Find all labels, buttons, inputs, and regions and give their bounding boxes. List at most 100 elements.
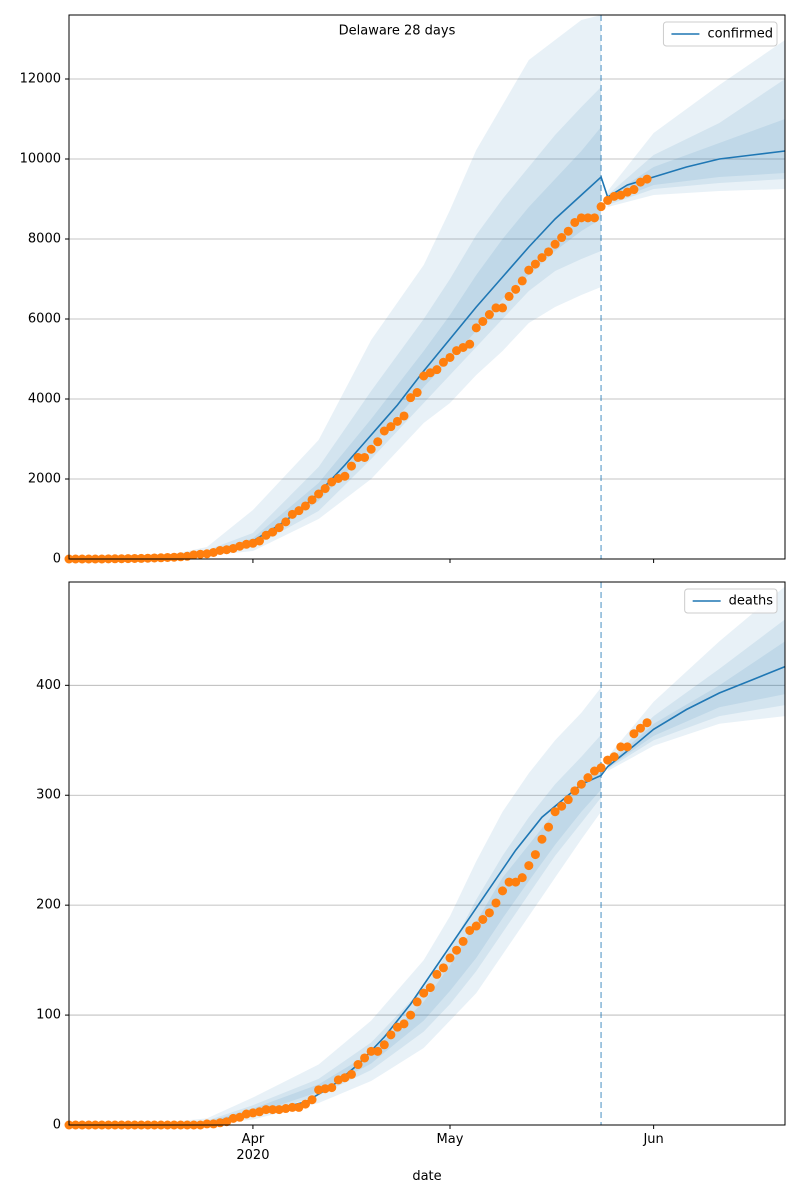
observed-point [314, 489, 324, 499]
observed-point [261, 1105, 271, 1115]
observed-point [268, 1105, 278, 1115]
observed-point [281, 517, 291, 527]
observed-point [544, 822, 554, 832]
observed-point [629, 185, 639, 195]
observed-point [504, 291, 514, 301]
observed-point [346, 461, 356, 471]
observed-point [465, 925, 475, 935]
observed-point [445, 953, 455, 963]
observed-point [373, 1046, 383, 1056]
y-tick-label: 6000 [28, 312, 61, 327]
observed-point [583, 213, 593, 223]
observed-point [484, 908, 494, 918]
x-axis-label: date [412, 1169, 442, 1184]
observed-point [399, 411, 409, 421]
x-tick-label: Apr 2020 [236, 1132, 270, 1163]
x-tick-label: May [436, 1132, 464, 1147]
legend-label: deaths [729, 594, 774, 609]
confidence-band [607, 40, 785, 207]
observed-point [386, 1030, 396, 1040]
y-tick-label: 2000 [28, 472, 61, 487]
observed-point [320, 484, 330, 494]
observed-point [392, 416, 402, 426]
observed-point [576, 779, 586, 789]
observed-point [609, 752, 619, 762]
observed-point [149, 553, 159, 563]
observed-point [360, 1053, 370, 1063]
observed-point [504, 877, 514, 887]
confidence-band [69, 687, 602, 1125]
observed-point [327, 477, 337, 487]
observed-point [550, 239, 560, 249]
observed-point [353, 1060, 363, 1070]
observed-point [294, 506, 304, 516]
y-tick-label: 400 [36, 678, 61, 693]
x-tick-label: Jun [643, 1132, 664, 1147]
observed-point [268, 527, 278, 537]
observed-point [406, 393, 416, 403]
observed-point [530, 259, 540, 269]
y-tick-label: 8000 [28, 232, 61, 247]
observed-point [511, 877, 521, 887]
plot-frame [68, 14, 786, 560]
observed-point [635, 723, 645, 733]
observed-point [373, 437, 383, 447]
plot-frame [68, 581, 786, 1126]
y-tick-label: 200 [36, 898, 61, 913]
observed-point [498, 303, 508, 313]
observed-point [287, 509, 297, 519]
observed-point [412, 388, 422, 398]
observed-point [563, 795, 573, 805]
observed-point [465, 339, 475, 349]
observed-point [471, 323, 481, 333]
observed-point [432, 969, 442, 979]
observed-point [583, 773, 593, 783]
observed-point [570, 217, 580, 227]
observed-point [530, 850, 540, 860]
observed-point [563, 226, 573, 236]
y-tick-label: 10000 [20, 152, 61, 167]
observed-point [432, 365, 442, 375]
observed-point [616, 742, 626, 752]
observed-point [517, 276, 527, 286]
observed-point [570, 786, 580, 796]
observed-point [300, 501, 310, 511]
observed-point [353, 452, 363, 462]
observed-point [491, 898, 501, 908]
observed-point [287, 1102, 297, 1112]
observed-point [163, 552, 173, 562]
observed-point [300, 1099, 310, 1109]
observed-point [425, 983, 435, 993]
chart-title: Delaware 28 days [339, 24, 456, 39]
observed-point [379, 426, 389, 436]
y-tick-label: 12000 [20, 72, 61, 87]
observed-point [537, 253, 547, 263]
observed-point [307, 1095, 317, 1105]
confidence-band [607, 119, 785, 203]
observed-point [524, 265, 534, 275]
confidence-band [69, 87, 602, 559]
observed-point [386, 422, 396, 432]
observed-point [471, 921, 481, 931]
observed-point [156, 553, 166, 563]
observed-point [202, 1119, 212, 1129]
y-tick-label: 300 [36, 788, 61, 803]
legend-label: confirmed [707, 27, 773, 42]
observed-point [366, 444, 376, 454]
observed-point [517, 873, 527, 883]
observed-point [596, 202, 606, 212]
observed-point [307, 495, 317, 505]
observed-point [484, 310, 494, 320]
confidence-band [69, 734, 602, 1125]
observed-point [603, 195, 613, 205]
observed-point [136, 553, 146, 563]
observed-point [189, 550, 199, 560]
observed-point [537, 834, 547, 844]
observed-point [642, 174, 652, 184]
observed-point [143, 553, 153, 563]
observed-point [346, 1069, 356, 1079]
observed-point [544, 247, 554, 257]
observed-point [576, 213, 586, 223]
